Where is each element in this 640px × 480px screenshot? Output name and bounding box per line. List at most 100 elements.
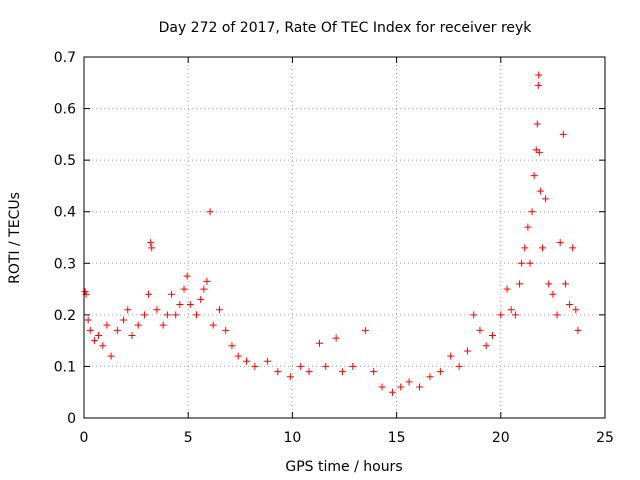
- data-point: [405, 378, 413, 386]
- y-tick-label: 0.7: [54, 50, 76, 66]
- data-point: [482, 342, 490, 350]
- data-point: [305, 368, 313, 376]
- data-point: [99, 342, 107, 350]
- grid: [84, 57, 605, 418]
- data-point: [545, 280, 553, 288]
- data-point: [455, 362, 463, 370]
- y-tick-label: 0.6: [54, 102, 76, 118]
- data-point: [526, 259, 534, 267]
- data-point: [447, 352, 455, 360]
- y-tick-label: 0.4: [54, 205, 76, 221]
- data-point: [234, 352, 242, 360]
- x-tick-label: 10: [283, 430, 301, 446]
- data-point: [148, 244, 156, 252]
- data-point: [322, 362, 330, 370]
- data-point: [361, 326, 369, 334]
- data-point: [507, 306, 515, 314]
- data-point: [215, 306, 223, 314]
- data-point: [463, 347, 471, 355]
- data-point: [538, 244, 546, 252]
- data-point: [534, 81, 542, 89]
- data-point: [533, 120, 541, 128]
- data-point: [436, 368, 444, 376]
- x-tick-label: 5: [184, 430, 193, 446]
- x-tick-label: 15: [388, 430, 406, 446]
- data-point: [228, 342, 236, 350]
- data-point: [497, 311, 505, 319]
- data-point: [180, 285, 188, 293]
- data-point: [556, 239, 564, 247]
- data-point: [572, 306, 580, 314]
- data-point: [518, 259, 526, 267]
- data-point: [107, 352, 115, 360]
- data-point: [263, 357, 271, 365]
- data-point: [124, 306, 132, 314]
- data-point: [120, 316, 128, 324]
- data-point: [95, 331, 103, 339]
- data-point: [153, 306, 161, 314]
- data-point: [243, 357, 251, 365]
- data-point: [209, 321, 217, 329]
- y-tick-label: 0.1: [54, 359, 76, 375]
- data-point: [569, 244, 577, 252]
- data-point: [251, 362, 259, 370]
- data-point: [349, 362, 357, 370]
- y-axis-label: ROTI / TECUs: [7, 192, 23, 284]
- data-point: [542, 195, 550, 203]
- data-point: [528, 208, 536, 216]
- data-point: [297, 362, 305, 370]
- x-tick-label: 0: [80, 430, 89, 446]
- data-point: [145, 290, 153, 298]
- data-point: [128, 331, 136, 339]
- data-point: [203, 277, 211, 285]
- data-point: [530, 172, 538, 180]
- data-points: [81, 71, 582, 396]
- data-point: [561, 280, 569, 288]
- data-point: [524, 223, 532, 231]
- data-point: [416, 383, 424, 391]
- y-tick-label: 0.3: [54, 256, 76, 272]
- data-point: [84, 316, 92, 324]
- data-point: [378, 383, 386, 391]
- data-point: [103, 321, 111, 329]
- data-point: [535, 148, 543, 156]
- data-point: [476, 326, 484, 334]
- data-point: [159, 321, 167, 329]
- data-point: [470, 311, 478, 319]
- data-point: [140, 311, 148, 319]
- data-point: [176, 301, 184, 309]
- data-point: [206, 208, 214, 216]
- plot-frame: [83, 56, 606, 419]
- data-point: [338, 368, 346, 376]
- data-point: [553, 311, 561, 319]
- data-point: [86, 326, 94, 334]
- data-point: [370, 368, 378, 376]
- y-tick-label: 0.5: [54, 153, 76, 169]
- data-point: [134, 321, 142, 329]
- x-tick-label: 20: [492, 430, 510, 446]
- data-point: [200, 285, 208, 293]
- data-point: [488, 331, 496, 339]
- data-point: [286, 373, 294, 381]
- data-point: [193, 311, 201, 319]
- data-point: [274, 368, 282, 376]
- data-point: [197, 295, 205, 303]
- chart-title: Day 272 of 2017, Rate Of TEC Index for r…: [159, 20, 533, 36]
- data-point: [163, 311, 171, 319]
- data-point: [315, 339, 323, 347]
- data-point: [222, 326, 230, 334]
- x-axis-label: GPS time / hours: [285, 459, 402, 475]
- data-point: [511, 311, 519, 319]
- data-point: [186, 301, 194, 309]
- data-point: [574, 326, 582, 334]
- x-tick-label: 25: [596, 430, 614, 446]
- data-point: [516, 280, 524, 288]
- data-point: [397, 383, 405, 391]
- data-point: [535, 71, 543, 79]
- data-point: [536, 187, 544, 195]
- data-point: [426, 373, 434, 381]
- y-tick-label: 0.2: [54, 308, 76, 324]
- data-point: [332, 334, 340, 342]
- data-point: [168, 290, 176, 298]
